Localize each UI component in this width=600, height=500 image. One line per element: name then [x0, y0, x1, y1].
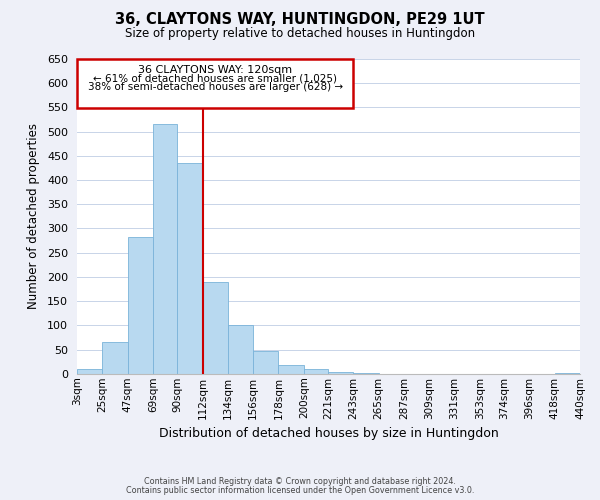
X-axis label: Distribution of detached houses by size in Huntingdon: Distribution of detached houses by size … — [158, 427, 499, 440]
Bar — [103, 342, 128, 374]
Bar — [128, 236, 153, 374]
Bar — [77, 59, 353, 108]
Text: 36, CLAYTONS WAY, HUNTINGDON, PE29 1UT: 36, CLAYTONS WAY, HUNTINGDON, PE29 1UT — [115, 12, 485, 28]
Bar — [177, 163, 203, 374]
Text: 38% of semi-detached houses are larger (628) →: 38% of semi-detached houses are larger (… — [88, 82, 343, 92]
Bar — [77, 369, 103, 374]
Text: ← 61% of detached houses are smaller (1,025): ← 61% of detached houses are smaller (1,… — [93, 74, 337, 84]
Y-axis label: Number of detached properties: Number of detached properties — [27, 124, 40, 310]
Bar — [328, 372, 353, 374]
Text: Size of property relative to detached houses in Huntingdon: Size of property relative to detached ho… — [125, 28, 475, 40]
Text: 36 CLAYTONS WAY: 120sqm: 36 CLAYTONS WAY: 120sqm — [138, 65, 292, 75]
Bar — [554, 373, 580, 374]
Bar — [153, 124, 177, 374]
Text: Contains public sector information licensed under the Open Government Licence v3: Contains public sector information licen… — [126, 486, 474, 495]
Bar — [253, 351, 278, 374]
Bar — [304, 369, 328, 374]
Bar — [228, 326, 253, 374]
Text: Contains HM Land Registry data © Crown copyright and database right 2024.: Contains HM Land Registry data © Crown c… — [144, 477, 456, 486]
Bar — [203, 282, 228, 374]
Bar — [278, 364, 304, 374]
